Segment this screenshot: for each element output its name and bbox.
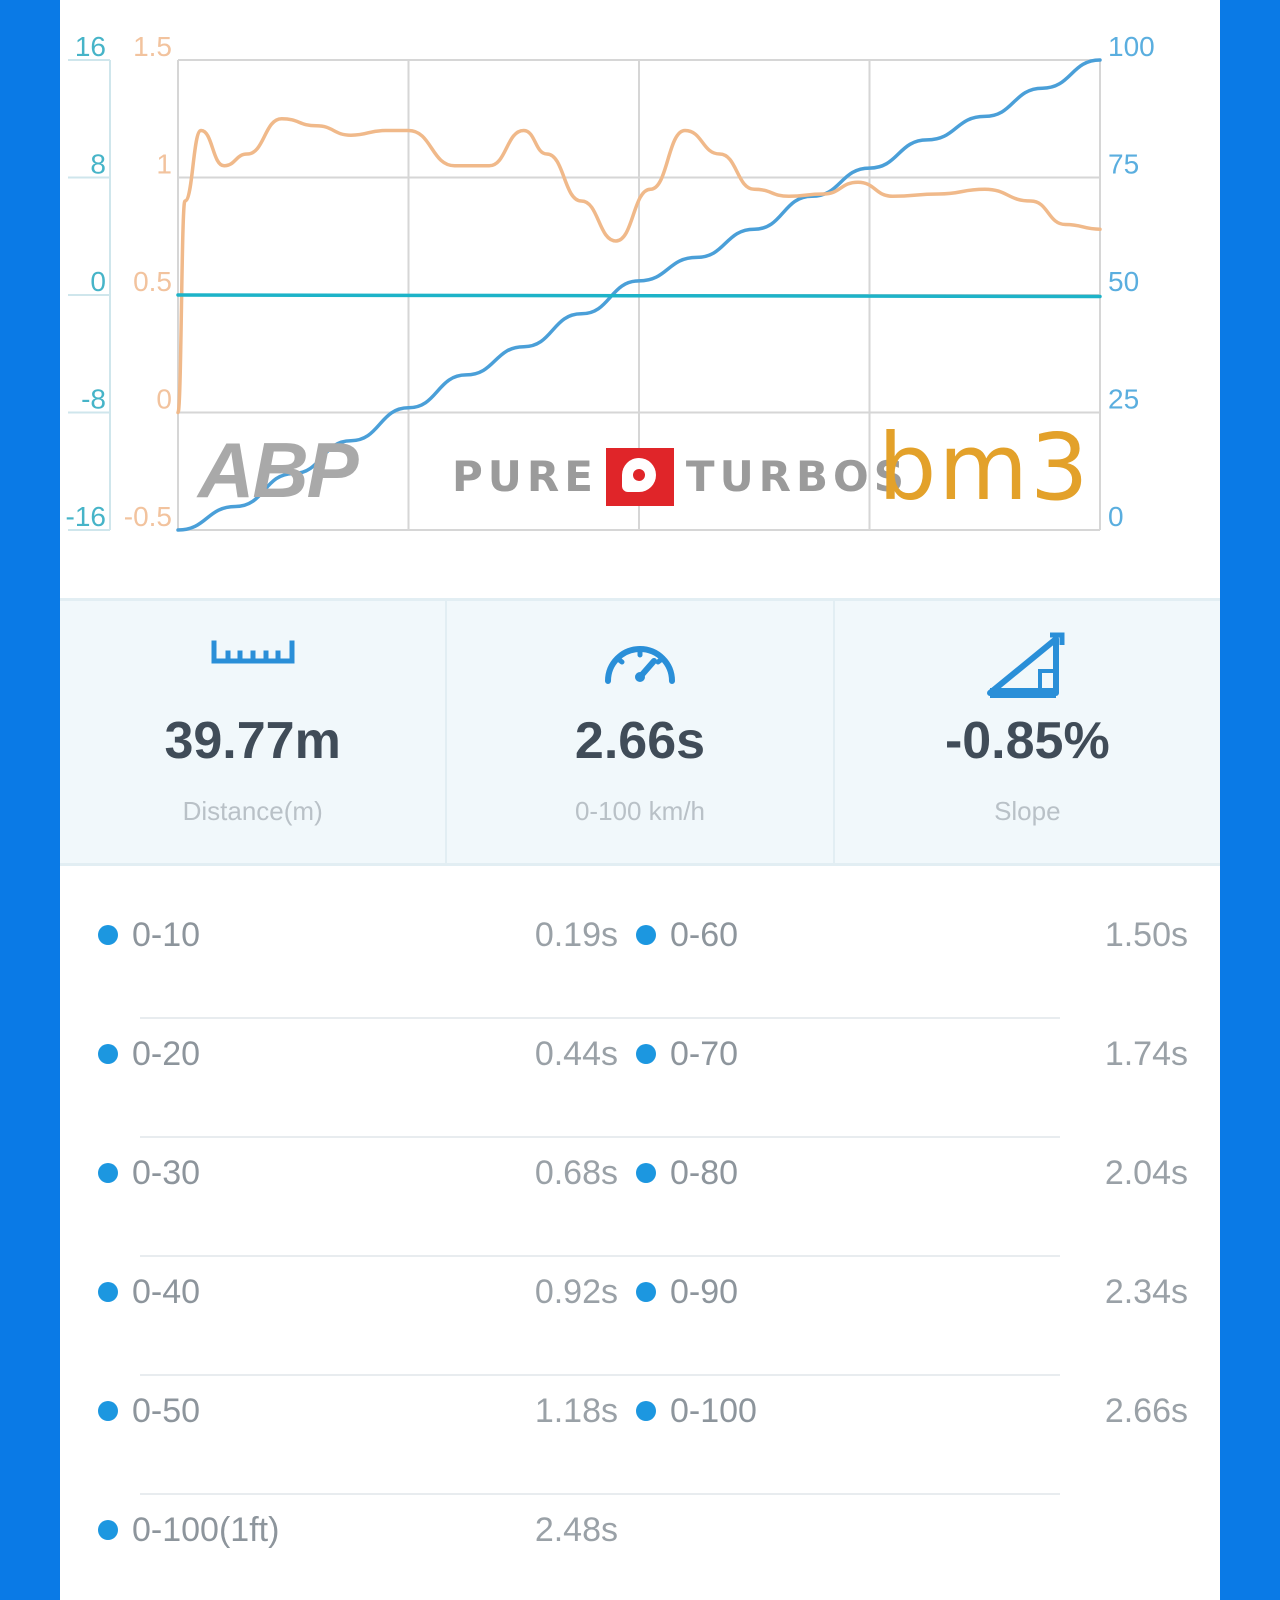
slope-series-line (176, 293, 1102, 299)
split-right-cell: 0-90 2.34s (636, 1257, 1188, 1327)
split-right-cell: 0-70 1.74s (636, 1019, 1188, 1089)
bullet-dot-icon (636, 1282, 656, 1302)
bullet-dot-icon (98, 1282, 118, 1302)
split-left-cell: 0-100(1ft) 2.48s (98, 1495, 618, 1565)
bullet-dot-icon (98, 1044, 118, 1064)
split-label: 0-60 (670, 915, 739, 954)
split-row: 0-100(1ft) 2.48s (60, 1495, 1220, 1600)
split-time: 0.92s (534, 1272, 618, 1311)
bullet-dot-icon (98, 1163, 118, 1183)
split-time: 2.34s (1104, 1272, 1188, 1311)
split-label: 0-100(1ft) (132, 1510, 280, 1549)
split-right-cell: 0-80 2.04s (636, 1138, 1188, 1208)
split-time: 2.04s (1104, 1153, 1188, 1192)
stat-slope: -0.85% Slope (835, 601, 1220, 863)
split-label: 0-50 (132, 1391, 201, 1430)
row-divider (140, 1136, 1060, 1138)
acceleration-chart: 16 8 0 -8 -16 1.5 1 0.5 0 -0.5 100 75 50 25 0 ABP PURE… (60, 0, 1220, 600)
distance-value: 39.77m (164, 712, 341, 770)
stat-distance: 39.77m Distance(m) (60, 601, 448, 863)
slope-value: -0.85% (944, 712, 1110, 770)
speed-series-line (176, 58, 1102, 532)
result-panel: 16 8 0 -8 -16 1.5 1 0.5 0 -0.5 100 75 50 25 0 ABP PURE… (60, 0, 1220, 1600)
split-label: 0-20 (132, 1034, 201, 1073)
right-tick-label: 25 (1108, 384, 1139, 415)
split-time: 1.18s (534, 1391, 618, 1430)
left-outer-tick-label: 0 (90, 266, 106, 297)
split-row: 0-30 0.68s 0-80 2.04s (60, 1138, 1220, 1257)
left-outer-tick-label: -16 (66, 501, 106, 532)
split-label: 0-80 (670, 1153, 739, 1192)
split-row: 0-10 0.19s 0-60 1.50s (60, 900, 1220, 1019)
split-label: 0-100 (670, 1391, 757, 1430)
left-outer-tick-label: 16 (75, 31, 106, 62)
slope-label: Slope (994, 796, 1061, 826)
split-left-cell: 0-10 0.19s (98, 900, 618, 970)
left-inner-tick-label: 0 (156, 384, 172, 415)
split-right-cell: 0-100 2.66s (636, 1376, 1188, 1446)
bullet-dot-icon (636, 1401, 656, 1421)
split-left-cell: 0-40 0.92s (98, 1257, 618, 1327)
split-time: 0.19s (534, 915, 618, 954)
time-0-100-label: 0-100 km/h (574, 796, 706, 826)
row-divider (140, 1374, 1060, 1376)
split-row: 0-40 0.92s 0-90 2.34s (60, 1257, 1220, 1376)
split-left-cell: 0-50 1.18s (98, 1376, 618, 1446)
split-time: 2.66s (1104, 1391, 1188, 1430)
speedometer-icon (600, 631, 680, 696)
split-right-cell: 0-60 1.50s (636, 900, 1188, 970)
ruler-icon (208, 631, 298, 676)
chart-svg: 16 8 0 -8 -16 1.5 1 0.5 0 -0.5 100 75 50 25 0 (66, 31, 1155, 532)
bullet-dot-icon (98, 925, 118, 945)
split-time: 2.48s (534, 1510, 618, 1549)
bullet-dot-icon (98, 1520, 118, 1540)
split-label: 0-40 (132, 1272, 201, 1311)
bullet-dot-icon (636, 1044, 656, 1064)
time-0-100-value: 2.66s (574, 712, 706, 770)
left-outer-tick-label: 8 (90, 149, 106, 180)
slope-icon (982, 631, 1072, 706)
right-tick-label: 75 (1108, 149, 1139, 180)
acceleration-series-line (176, 116, 1102, 415)
split-label: 0-90 (670, 1272, 739, 1311)
split-row: 0-20 0.44s 0-70 1.74s (60, 1019, 1220, 1138)
split-label: 0-10 (132, 915, 201, 954)
left-inner-tick-label: 1.5 (133, 31, 172, 62)
left-outer-tick-label: -8 (81, 384, 106, 415)
left-inner-tick-label: 1 (156, 149, 172, 180)
stat-0-100: 2.66s 0-100 km/h (447, 601, 835, 863)
split-row: 0-50 1.18s 0-100 2.66s (60, 1376, 1220, 1495)
split-label: 0-30 (132, 1153, 201, 1192)
split-label: 0-70 (670, 1034, 739, 1073)
row-divider (140, 1255, 1060, 1257)
bullet-dot-icon (636, 1163, 656, 1183)
bullet-dot-icon (636, 925, 656, 945)
split-time: 1.50s (1104, 915, 1188, 954)
split-left-cell: 0-20 0.44s (98, 1019, 618, 1089)
right-tick-label: 0 (1108, 501, 1124, 532)
summary-stats: 39.77m Distance(m) 2.66s 0-100 km/h (60, 598, 1220, 866)
split-time: 0.44s (534, 1034, 618, 1073)
left-inner-tick-label: 0.5 (133, 266, 172, 297)
right-tick-label: 100 (1108, 31, 1155, 62)
right-tick-label: 50 (1108, 266, 1139, 297)
distance-label: Distance(m) (182, 796, 323, 826)
row-divider (140, 1493, 1060, 1495)
split-time: 1.74s (1104, 1034, 1188, 1073)
bullet-dot-icon (98, 1401, 118, 1421)
left-inner-tick-label: -0.5 (124, 501, 172, 532)
split-left-cell: 0-30 0.68s (98, 1138, 618, 1208)
split-time: 0.68s (534, 1153, 618, 1192)
row-divider (140, 1017, 1060, 1019)
